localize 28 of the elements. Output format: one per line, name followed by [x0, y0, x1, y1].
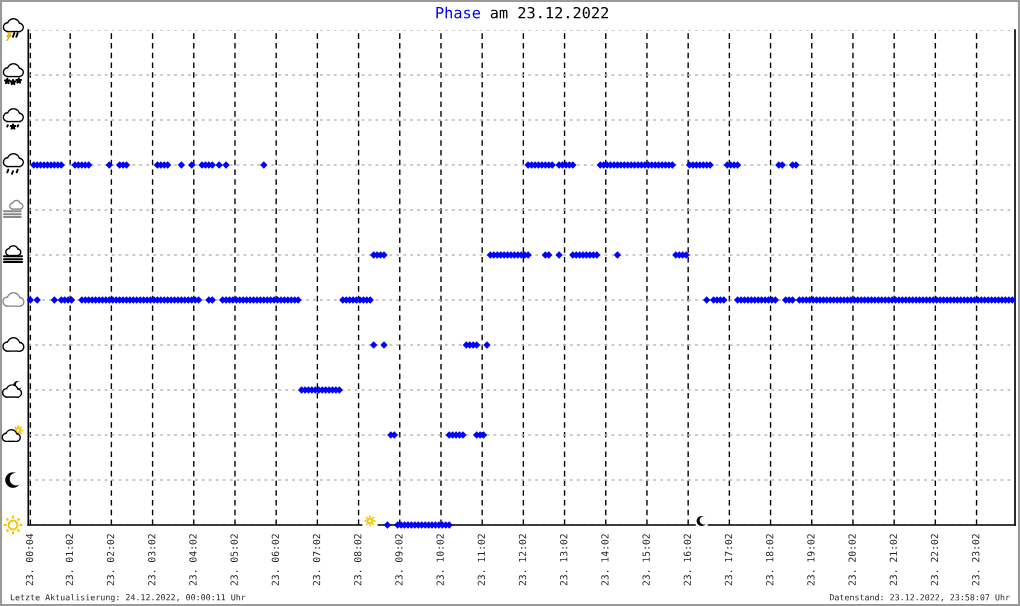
text: Phase: [436, 6, 481, 19]
x-tick-label: 23. 11:02: [477, 534, 486, 586]
x-tick-label: 23. 23:02: [972, 534, 980, 586]
x-tick-label: 23. 03:02: [148, 534, 156, 586]
x-tick-label: 23. 07:02: [312, 534, 321, 586]
x-tick-label: 23. 14:02: [601, 534, 609, 586]
x-tick-label: 23. 20:02: [848, 534, 856, 586]
x-tick-label: 23. 12:02: [518, 534, 527, 586]
x-tick-label: 23. 08:02: [354, 534, 362, 586]
chart-title: am 23.12.2022: [490, 6, 609, 19]
x-tick-label: 23. 19:02: [807, 534, 815, 586]
x-tick-label: 23. 22:02: [930, 534, 939, 586]
x-tick-label: 23. 06:02: [271, 534, 280, 586]
text: Letzte Aktualisierung: 24.12.2022, 00:00:11 Uhr: [10, 593, 246, 603]
x-tick-label: 23. 02:02: [106, 534, 115, 586]
x-tick-label: 23. 05:02: [230, 534, 238, 586]
x-tick-label: 23. 00:04: [25, 533, 34, 586]
x-tick-label: 23. 17:02: [724, 534, 733, 586]
x-tick-label: 23. 21:02: [889, 534, 897, 586]
x-tick-label: 23. 10:02: [436, 534, 444, 586]
x-tick-label: 23. 13:02: [560, 534, 568, 586]
text: Datenstand: 23.12.2022, 23:58:07 Uhr: [829, 593, 1010, 602]
x-tick-label: 23. 15:02: [642, 534, 650, 586]
x-tick-label: 23. 09:02: [395, 534, 403, 586]
x-tick-label: 23. 01:02: [65, 534, 74, 586]
x-tick-label: 23. 18:02: [766, 534, 774, 586]
x-tick-label: 23. 16:02: [683, 534, 692, 586]
x-tick-label: 23. 04:02: [189, 534, 197, 586]
